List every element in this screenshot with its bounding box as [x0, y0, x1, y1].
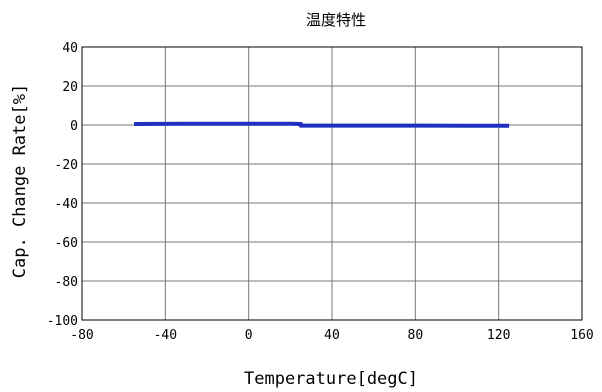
series-line — [134, 121, 510, 128]
y-tick-label: -40 — [55, 197, 78, 212]
x-tick-label: 40 — [324, 328, 340, 343]
x-tick-label: 120 — [487, 328, 510, 343]
y-tick-label: -80 — [55, 275, 78, 290]
y-tick-label: -60 — [55, 236, 78, 251]
x-tick-label: 80 — [408, 328, 424, 343]
chart-title: 温度特性 — [306, 11, 366, 29]
x-tick-label: 0 — [245, 328, 253, 343]
grid-lines — [81, 46, 583, 321]
y-tick-label: 40 — [62, 41, 78, 56]
y-tick-labels: -100 -80 -60 -40 -20 0 20 40 — [47, 41, 78, 329]
y-axis-label: Cap. Change Rate[%] — [10, 84, 30, 278]
plot-frame — [81, 46, 583, 321]
x-tick-labels: -80 -40 0 40 80 120 160 — [70, 328, 593, 343]
y-tick-label: 0 — [70, 119, 78, 134]
x-tick-label: 160 — [570, 328, 593, 343]
x-tick-label: -40 — [154, 328, 177, 343]
y-tick-label: -100 — [47, 314, 78, 329]
x-tick-label: -80 — [70, 328, 93, 343]
x-axis-label: Temperature[degC] — [244, 369, 418, 389]
y-tick-label: -20 — [55, 158, 78, 173]
y-tick-label: 20 — [62, 80, 78, 95]
data-series — [134, 121, 510, 128]
